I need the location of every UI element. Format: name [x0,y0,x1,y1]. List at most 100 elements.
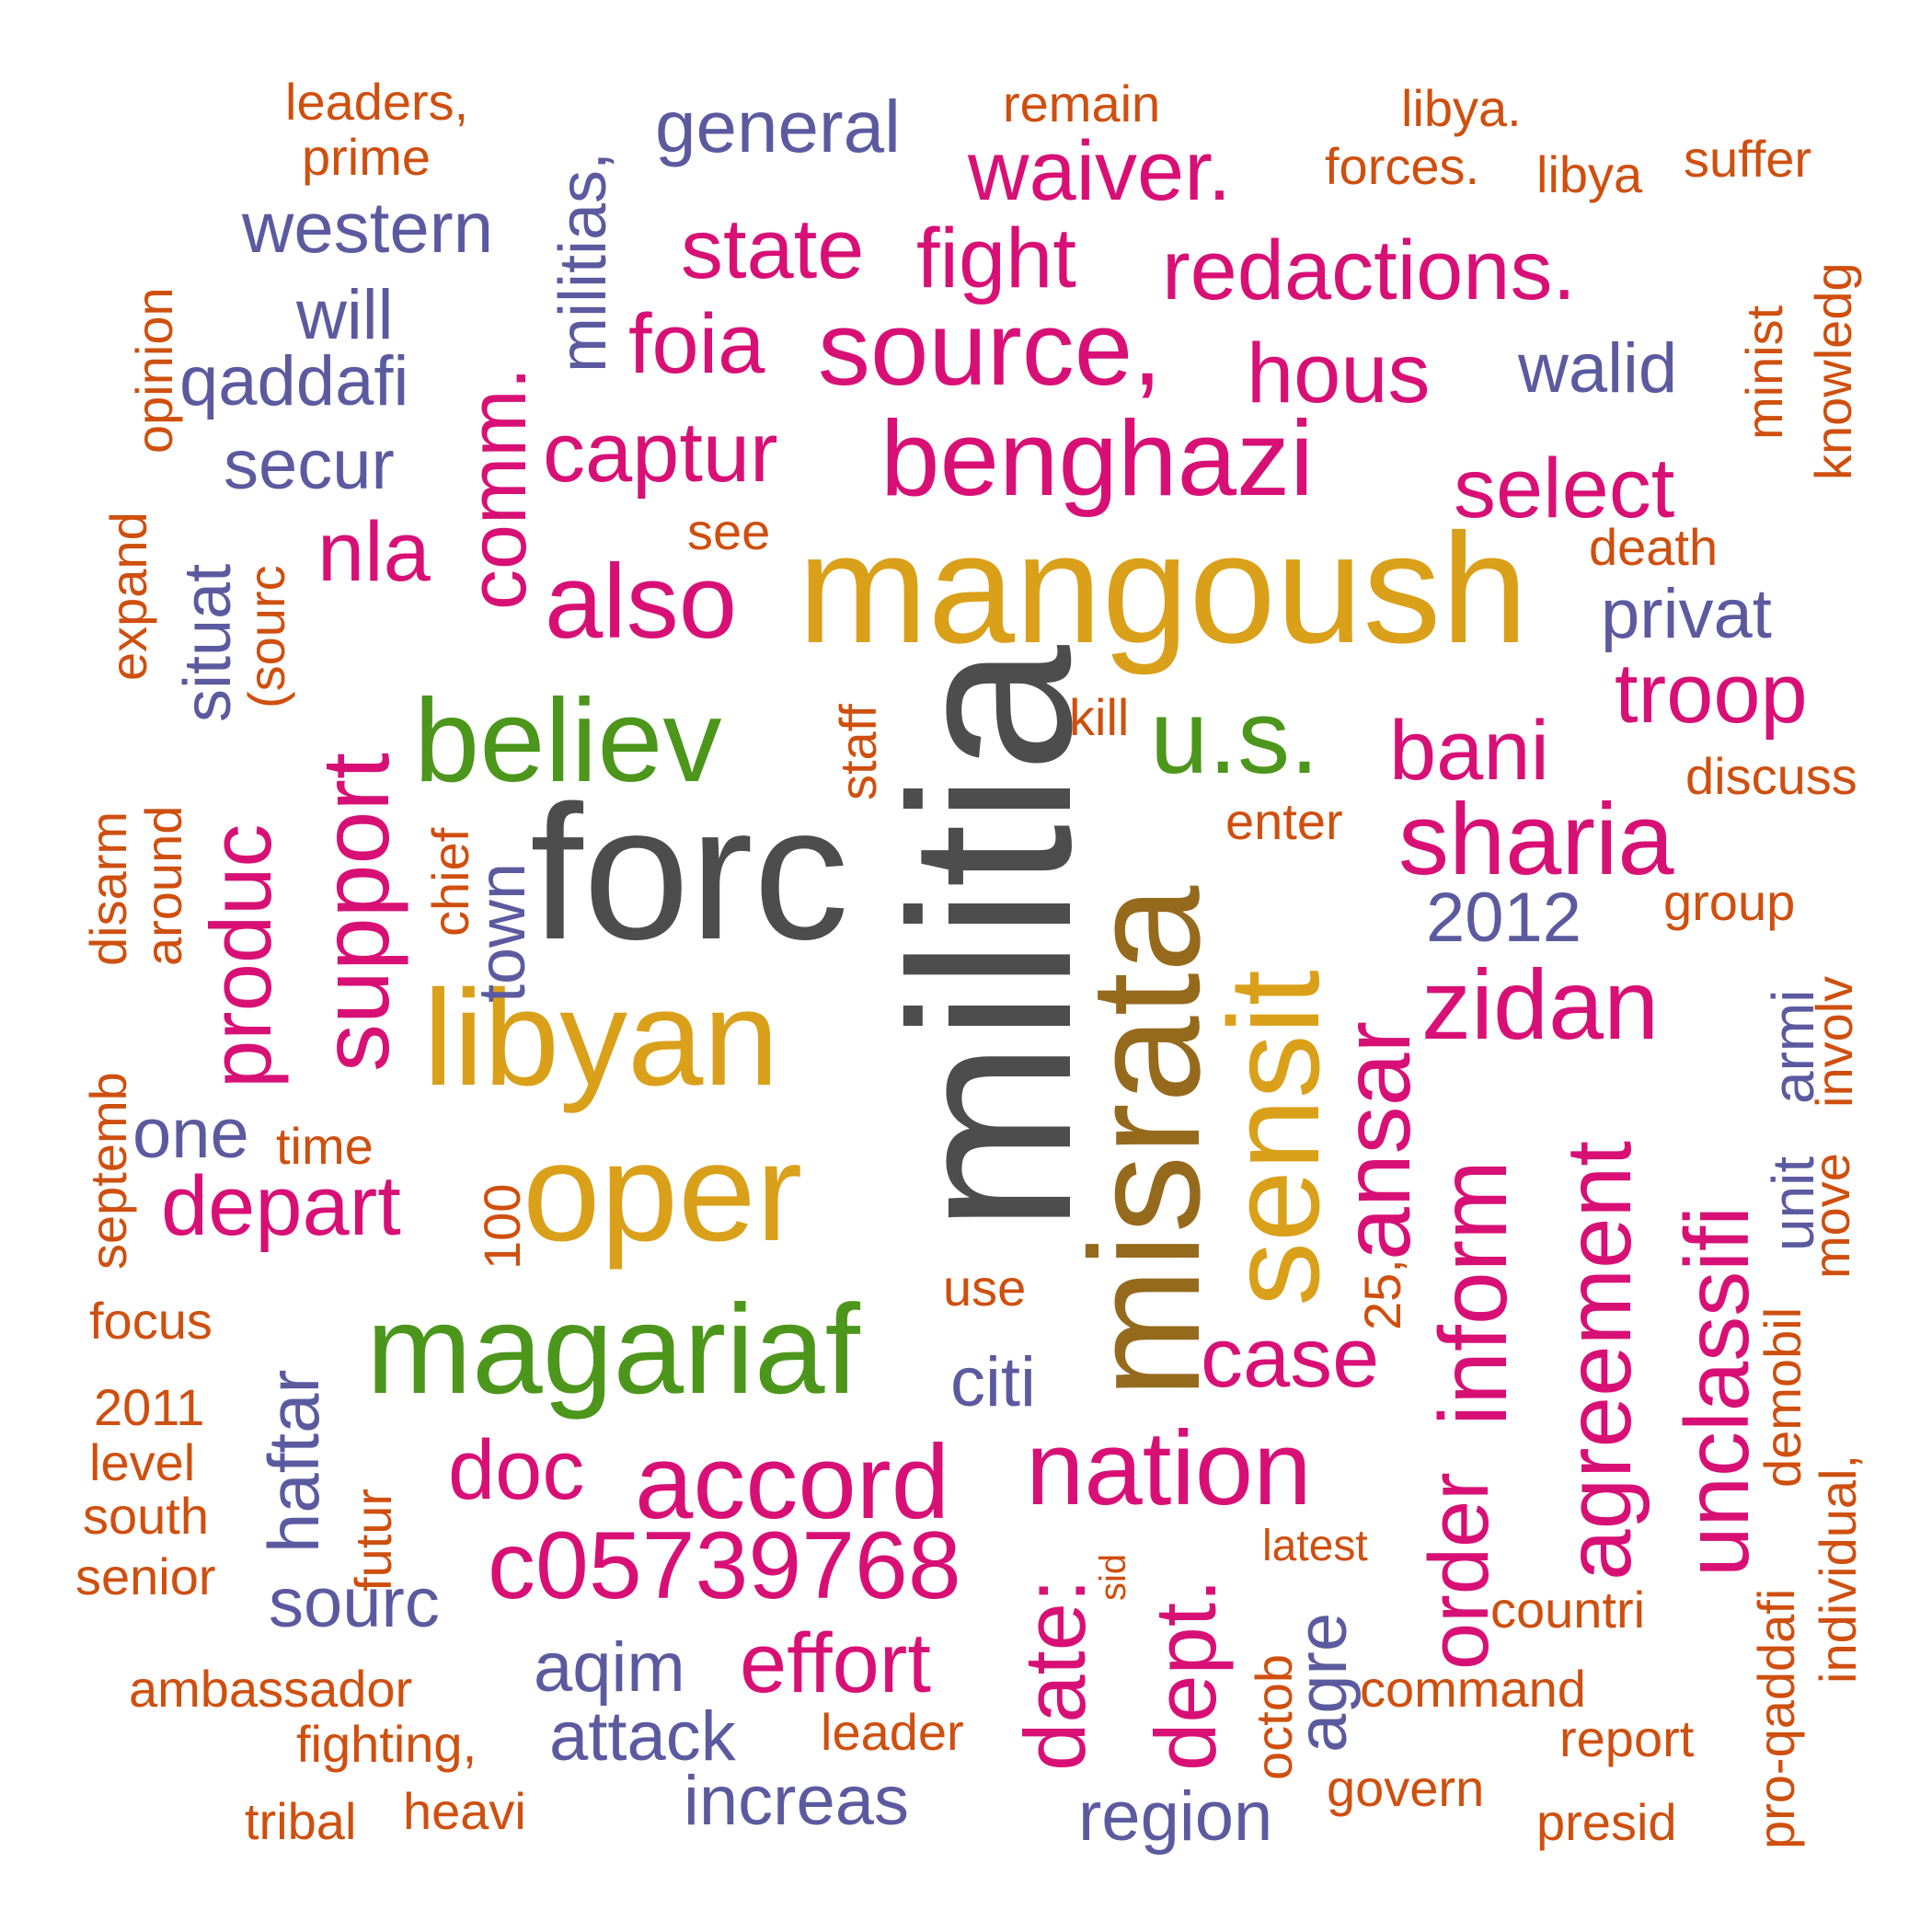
cloud-word: dept. [1137,1578,1234,1771]
cloud-word: mangoush [798,501,1528,676]
cloud-word: remain [1003,75,1161,132]
cloud-word: produc [192,823,289,1088]
cloud-word: qaddafi [179,342,409,420]
cloud-word: militias, [546,151,620,373]
cloud-word: troop [1615,647,1808,741]
cloud-word: 2012 [1426,879,1582,957]
cloud-word: presid [1536,1793,1677,1851]
cloud-word: focus [89,1292,213,1350]
cloud-word: c05739768 [488,1512,961,1619]
cloud-word: discuss [1685,747,1857,805]
cloud-word: sourc [269,1564,440,1642]
cloud-word: senior [75,1547,216,1605]
cloud-word: leaders, [285,73,469,131]
cloud-word: around [134,805,192,966]
cloud-word: date: [1006,1578,1103,1771]
cloud-word: libya [1536,145,1643,203]
cloud-word: agreement [1547,1140,1650,1581]
cloud-word: libyan [423,962,779,1114]
cloud-word: countri [1490,1581,1646,1639]
cloud-word: support [303,753,409,1072]
cloud-word: octob [1245,1654,1303,1780]
cloud-word: citi [950,1343,1036,1421]
cloud-word: waiver. [968,124,1232,218]
cloud-word: source, [818,291,1162,408]
cloud-word: sensit [1202,970,1346,1306]
cloud-word: nation [1026,1410,1312,1527]
cloud-word: tribal [245,1792,357,1850]
cloud-word: haftar [253,1369,334,1553]
cloud-word: forc [530,766,849,980]
cloud-word: benghazi [880,398,1314,518]
cloud-word: demobil [1754,1306,1811,1488]
cloud-word: command [1360,1660,1586,1718]
cloud-word: foia [628,297,765,391]
cloud-word: disarm [79,811,137,966]
cloud-word: increas [684,1762,909,1840]
cloud-word: expand [99,512,157,681]
cloud-word: involv [1805,975,1863,1108]
cloud-word: redactions. [1162,224,1577,317]
cloud-word: 2011 [94,1378,205,1436]
cloud-word: region [1078,1777,1273,1856]
cloud-word: fighting, [296,1715,477,1773]
cloud-word: state [681,202,865,296]
cloud-word: latest [1262,1522,1368,1570]
cloud-word: privat [1601,575,1772,653]
cloud-word: sid [1093,1553,1133,1601]
cloud-word: individual, [1809,1454,1867,1684]
cloud-word: govern [1327,1759,1485,1817]
cloud-word: situat [171,563,245,722]
cloud-word: zidan [1421,949,1660,1060]
cloud-word: staff [829,704,887,800]
cloud-word: futur [344,1488,402,1592]
cloud-word: u.s. [1150,679,1319,796]
cloud-word: one [132,1095,249,1173]
cloud-word: prime [302,128,431,186]
cloud-word: sharia [1398,783,1674,896]
cloud-word: heavi [403,1782,526,1840]
cloud-word: ambassador [129,1660,413,1718]
cloud-word: hous [1247,327,1431,420]
cloud-word: ansar [1324,1020,1431,1260]
cloud-word: believ [414,675,722,807]
cloud-word: doc [448,1423,585,1517]
cloud-word: captur [543,406,778,500]
cloud-word: comm. [452,367,543,610]
cloud-word: suffer [1684,130,1812,188]
cloud-word: use [943,1259,1027,1317]
cloud-word: group [1663,873,1796,931]
cloud-word: enter [1225,792,1343,850]
cloud-word: effort [740,1616,931,1710]
cloud-word: order [1412,1472,1506,1670]
cloud-word: 100 [473,1183,531,1270]
cloud-word: kill [1069,688,1130,746]
cloud-word: secur [224,426,395,504]
cloud-word: (sourc [237,565,295,708]
cloud-word: minist [1735,305,1793,440]
cloud-word: select [1454,442,1675,535]
cloud-word: death [1589,518,1719,576]
cloud-word: case [1201,1311,1380,1405]
cloud-word: bani [1389,704,1549,798]
cloud-word: report [1559,1709,1695,1767]
cloud-word: chief [421,827,479,937]
cloud-word: accord [635,1424,950,1541]
cloud-word: leader [821,1703,964,1761]
cloud-word: aqim [534,1628,685,1707]
cloud-word: forces. [1325,137,1480,195]
cloud-word: unclassifi [1666,1205,1767,1577]
cloud-word: inform [1420,1160,1527,1426]
cloud-word: time [276,1117,374,1175]
cloud-word: walid [1518,329,1678,408]
cloud-word: general [655,86,901,167]
cloud-word: move [1802,1153,1860,1279]
cloud-word: opinion [125,287,183,454]
cloud-word: pro-qaddafi [1747,1588,1805,1849]
cloud-word: magariaf [366,1279,860,1420]
cloud-word: oper [523,1114,803,1271]
cloud-word: fight [916,212,1076,305]
cloud-word: knowledg [1804,262,1862,480]
cloud-word: attack [549,1697,736,1776]
